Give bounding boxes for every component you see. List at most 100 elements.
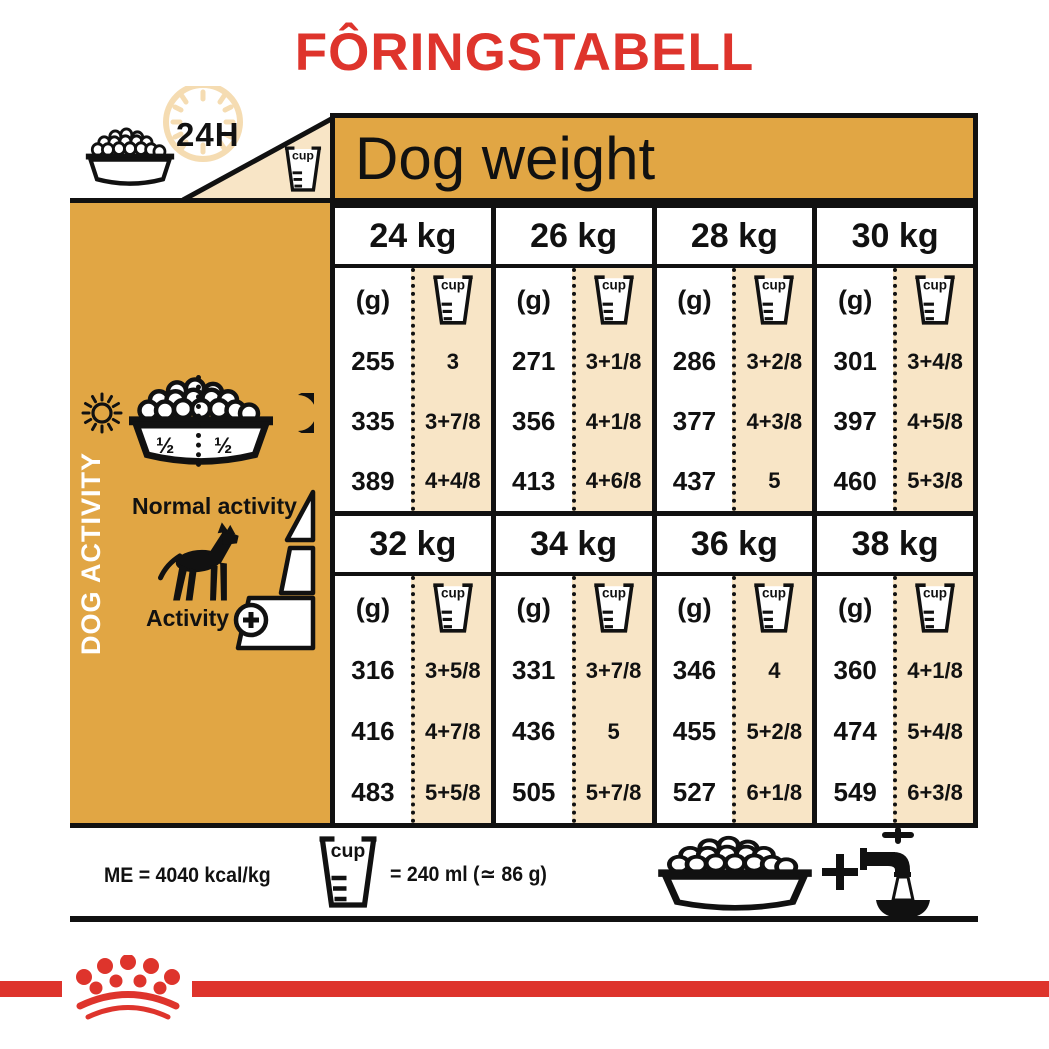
grams-subcolumn: (g) 346 455 527 xyxy=(657,576,733,823)
weight-column: 28 kg (g) 286 377 437 3+2/8 4+3/8 5 xyxy=(651,208,813,511)
grams-value: 356 xyxy=(511,406,556,436)
cups-value: 5 xyxy=(768,468,781,494)
grams-subcolumn: (g) 360 474 549 xyxy=(817,576,893,823)
cups-value: 5+3/8 xyxy=(907,468,963,494)
dog-activity-sidebar: ½ ½ DOG ACTIVITY Normal activity Activit… xyxy=(70,198,330,828)
grams-value: 455 xyxy=(672,716,717,746)
weight-group-row-2: 32 kg (g) 316 416 483 3+5/8 4+7/8 5+5/8 xyxy=(330,511,978,828)
weight-column: 26 kg (g) 271 356 413 3+1/8 4+1/8 4+6/8 xyxy=(490,208,652,511)
grams-value: 436 xyxy=(511,716,556,746)
grams-value: 474 xyxy=(833,716,877,746)
weight-header: 26 kg xyxy=(495,208,652,268)
cups-value: 3+1/8 xyxy=(585,348,642,374)
grams-subcolumn: (g) 271 356 413 xyxy=(496,268,572,511)
weight-column: 38 kg (g) 360 474 549 4+1/8 5+4/8 6+3/8 xyxy=(812,516,973,823)
dog-activity-label: DOG ACTIVITY xyxy=(76,451,106,655)
cups-value: 4+4/8 xyxy=(424,468,481,494)
cups-value: 3+7/8 xyxy=(424,408,481,434)
cup-icon xyxy=(318,832,378,912)
grams-value: 331 xyxy=(511,655,556,685)
grams-unit-label: (g) xyxy=(677,592,712,623)
cups-subcolumn: 4 5+2/8 6+1/8 xyxy=(732,576,813,823)
grams-unit-label: (g) xyxy=(355,592,391,623)
footer-info-band: ME = 4040 kcal/kg = 240 ml (≃ 86 g) xyxy=(70,828,978,922)
weight-header: 28 kg xyxy=(656,208,813,268)
cup-icon xyxy=(284,146,322,192)
weight-header: 30 kg xyxy=(817,208,973,268)
cups-value: 4+6/8 xyxy=(585,468,642,494)
weight-column: 34 kg (g) 331 436 505 3+7/8 5 5+7/8 xyxy=(490,516,652,823)
grams-unit-label: (g) xyxy=(837,592,873,623)
weight-column: 30 kg (g) 301 397 460 3+4/8 4+5/8 5+3/8 xyxy=(812,208,973,511)
grams-subcolumn: (g) 255 335 389 xyxy=(335,268,411,511)
clock-icon xyxy=(163,86,243,162)
cups-value: 5+5/8 xyxy=(424,779,481,805)
sun-icon xyxy=(81,392,123,434)
dog-weight-label: Dog weight xyxy=(355,124,656,192)
cups-value: 5+7/8 xyxy=(585,779,642,805)
cup-icon xyxy=(914,273,956,327)
grams-value: 377 xyxy=(672,406,717,436)
cups-subcolumn: 3+7/8 5 5+7/8 xyxy=(571,576,652,823)
grams-value: 549 xyxy=(833,777,877,807)
cups-value: 3+4/8 xyxy=(907,348,963,374)
cup-icon xyxy=(432,273,474,327)
cups-value: 4+5/8 xyxy=(907,408,963,434)
weight-column: 36 kg (g) 346 455 527 4 5+2/8 6+1/8 xyxy=(651,516,813,823)
grams-value: 346 xyxy=(672,655,717,685)
cups-value: 6+1/8 xyxy=(746,779,803,805)
grams-value: 397 xyxy=(833,406,877,436)
cups-subcolumn: 4+1/8 5+4/8 6+3/8 xyxy=(893,576,973,823)
cup-icon xyxy=(753,581,795,635)
cup-icon xyxy=(432,581,474,635)
cups-subcolumn: 3+1/8 4+1/8 4+6/8 xyxy=(571,268,652,511)
cups-value: 5+2/8 xyxy=(746,718,803,744)
cups-subcolumn: 3 3+7/8 4+4/8 xyxy=(410,268,491,511)
cups-value: 6+3/8 xyxy=(907,779,963,805)
grams-value: 505 xyxy=(511,777,556,807)
cups-value: 4 xyxy=(768,657,781,683)
brand-crown-logo xyxy=(76,955,180,1020)
grams-value: 271 xyxy=(511,346,556,377)
weight-header: 24 kg xyxy=(335,208,491,268)
half-ration-bowl: ½ ½ xyxy=(126,375,276,473)
food-bowl-icon xyxy=(86,129,174,184)
grams-value: 255 xyxy=(351,346,395,377)
feeding-table: 24 kg (g) 255 335 389 3 3+7/8 4+4/8 xyxy=(330,203,978,828)
cups-value: 3+5/8 xyxy=(424,657,481,683)
grams-unit-label: (g) xyxy=(837,284,873,315)
grams-value: 413 xyxy=(511,465,556,496)
cups-value: 3 xyxy=(446,348,459,374)
normal-activity-label: Normal activity xyxy=(132,493,297,519)
weight-column: 24 kg (g) 255 335 389 3 3+7/8 4+4/8 xyxy=(335,208,491,511)
grams-unit-label: (g) xyxy=(516,284,551,315)
grams-unit-label: (g) xyxy=(677,284,712,315)
grams-subcolumn: (g) 301 397 460 xyxy=(817,268,893,511)
grams-subcolumn: (g) 286 377 437 xyxy=(657,268,733,511)
cups-value: 4+1/8 xyxy=(907,657,963,683)
cup-icon xyxy=(593,581,635,635)
plus-icon xyxy=(822,854,858,890)
hours-label: 24H xyxy=(176,116,240,153)
grams-value: 527 xyxy=(672,777,717,807)
cups-value: 3+2/8 xyxy=(746,348,803,374)
grams-value: 437 xyxy=(672,465,717,496)
page-title: FÔRINGSTABELL xyxy=(294,23,755,82)
activity-level-steps-icon xyxy=(233,489,316,651)
cups-value: 5 xyxy=(607,718,620,744)
cups-value: 3+7/8 xyxy=(585,657,642,683)
brand-red-bar xyxy=(0,981,1049,997)
food-bowl-icon xyxy=(655,834,815,916)
water-tap-icon xyxy=(860,828,930,922)
grams-value: 301 xyxy=(833,346,877,377)
weight-header: 34 kg xyxy=(495,516,652,576)
weight-header: 38 kg xyxy=(817,516,973,576)
half-portion-right-label: ½ xyxy=(214,433,233,458)
dog-weight-header: Dog weight xyxy=(330,113,978,203)
grams-subcolumn: (g) 316 416 483 xyxy=(335,576,411,823)
cups-value: 5+4/8 xyxy=(907,718,963,744)
cups-value: 4+1/8 xyxy=(585,408,642,434)
grams-value: 389 xyxy=(351,465,395,496)
grams-value: 483 xyxy=(351,777,395,807)
cups-value: 4+7/8 xyxy=(424,718,481,744)
